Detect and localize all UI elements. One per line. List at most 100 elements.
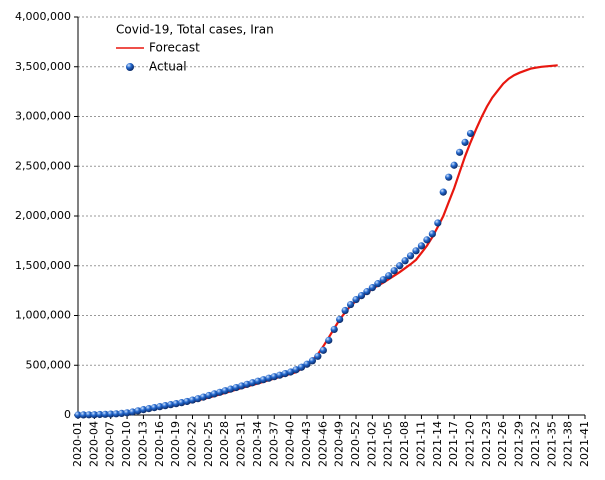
- x-tick-label: 2020-16: [153, 421, 166, 467]
- x-tick-label: 2021-23: [480, 421, 493, 467]
- x-tick-label: 2021-02: [365, 421, 378, 467]
- actual-point: [346, 300, 355, 309]
- x-tick-label: 2020-07: [104, 421, 117, 467]
- y-tick-label: 2,000,000: [15, 209, 71, 222]
- actual-point: [308, 357, 317, 365]
- actual-point: [270, 373, 278, 381]
- x-tick-label: 2021-14: [431, 421, 444, 467]
- legend-swatch: [126, 63, 134, 71]
- actual-point: [172, 400, 180, 408]
- y-tick-label: 500,000: [26, 358, 72, 371]
- x-tick-label: 2020-40: [284, 421, 297, 467]
- y-tick-label: 3,000,000: [15, 110, 71, 123]
- actual-point: [123, 409, 131, 417]
- actual-point: [221, 387, 229, 395]
- actual-point: [232, 383, 240, 392]
- actual-point: [128, 408, 137, 416]
- x-tick-label: 2021-20: [464, 421, 477, 467]
- x-tick-label: 2020-46: [316, 421, 329, 467]
- x-tick-label: 2021-08: [398, 421, 411, 467]
- y-tick-label: 1,500,000: [15, 259, 71, 272]
- actual-point: [357, 292, 366, 300]
- actual-point: [96, 410, 104, 419]
- actual-point: [434, 219, 442, 227]
- x-tick-label: 2021-17: [447, 421, 460, 467]
- actual-point: [243, 380, 251, 388]
- actual-point: [145, 405, 153, 413]
- x-tick-label: 2020-34: [251, 421, 264, 467]
- chart-title: Covid-19, Total cases, Iran: [116, 23, 274, 37]
- y-tick-label: 4,000,000: [15, 10, 71, 23]
- actual-point: [118, 409, 126, 418]
- actual-point: [336, 315, 344, 324]
- actual-point: [385, 272, 393, 280]
- actual-point: [363, 288, 371, 296]
- actual-point: [281, 370, 289, 378]
- actual-point: [423, 236, 431, 244]
- actual-point: [254, 377, 262, 385]
- actual-point: [85, 411, 93, 419]
- actual-point: [314, 352, 322, 360]
- actual-point: [412, 247, 420, 255]
- actual-point: [156, 403, 164, 411]
- actual-point: [303, 360, 311, 368]
- x-tick-label: 2021-32: [529, 421, 542, 467]
- actual-point: [74, 411, 82, 419]
- actual-point: [297, 363, 306, 371]
- actual-point: [265, 374, 273, 382]
- x-tick-label: 2021-38: [562, 421, 575, 467]
- actual-point: [134, 407, 142, 415]
- actual-point: [287, 368, 295, 376]
- x-tick-label: 2020-52: [349, 421, 362, 467]
- legend-label: Actual: [149, 60, 187, 74]
- actual-point: [390, 267, 398, 275]
- x-tick-label: 2020-19: [169, 421, 182, 467]
- actual-point: [428, 230, 436, 238]
- actual-point: [466, 129, 475, 138]
- actual-point: [210, 390, 218, 398]
- y-tick-label: 1,000,000: [15, 309, 71, 322]
- x-tick-label: 2020-04: [87, 421, 100, 467]
- actual-point: [101, 410, 109, 418]
- x-tick-label: 2020-43: [300, 421, 313, 467]
- actual-point: [183, 397, 191, 406]
- actual-point: [205, 391, 213, 400]
- actual-point: [368, 284, 376, 292]
- actual-point: [248, 379, 257, 387]
- actual-point: [276, 371, 284, 379]
- x-tick-label: 2020-22: [185, 421, 198, 467]
- x-tick-label: 2021-41: [578, 421, 591, 467]
- actual-point: [227, 385, 235, 393]
- actual-point: [417, 242, 426, 250]
- actual-point: [150, 404, 158, 412]
- x-tick-label: 2020-31: [235, 421, 248, 467]
- legend-label: Forecast: [149, 41, 200, 55]
- actual-point: [445, 173, 453, 181]
- actual-point: [325, 336, 333, 344]
- actual-point: [161, 402, 169, 410]
- actual-point: [461, 138, 469, 146]
- actual-point: [456, 148, 464, 156]
- actual-point: [112, 410, 120, 418]
- x-tick-label: 2021-29: [513, 421, 526, 467]
- actual-point: [199, 393, 207, 401]
- actual-point: [237, 382, 246, 390]
- x-tick-label: 2020-13: [136, 421, 149, 467]
- actual-point: [194, 395, 202, 403]
- x-tick-label: 2020-25: [202, 421, 215, 467]
- actual-point: [79, 411, 88, 419]
- actual-point: [439, 188, 447, 196]
- x-tick-label: 2020-49: [333, 421, 346, 467]
- actual-point: [352, 295, 360, 304]
- actual-point: [406, 252, 415, 260]
- actual-point: [379, 276, 387, 284]
- actual-point: [330, 325, 338, 334]
- actual-point: [216, 388, 224, 396]
- actual-point: [107, 410, 115, 418]
- actual-point: [177, 399, 186, 407]
- actual-point: [90, 411, 98, 419]
- actual-point: [319, 346, 327, 354]
- x-tick-label: 2021-35: [545, 421, 558, 467]
